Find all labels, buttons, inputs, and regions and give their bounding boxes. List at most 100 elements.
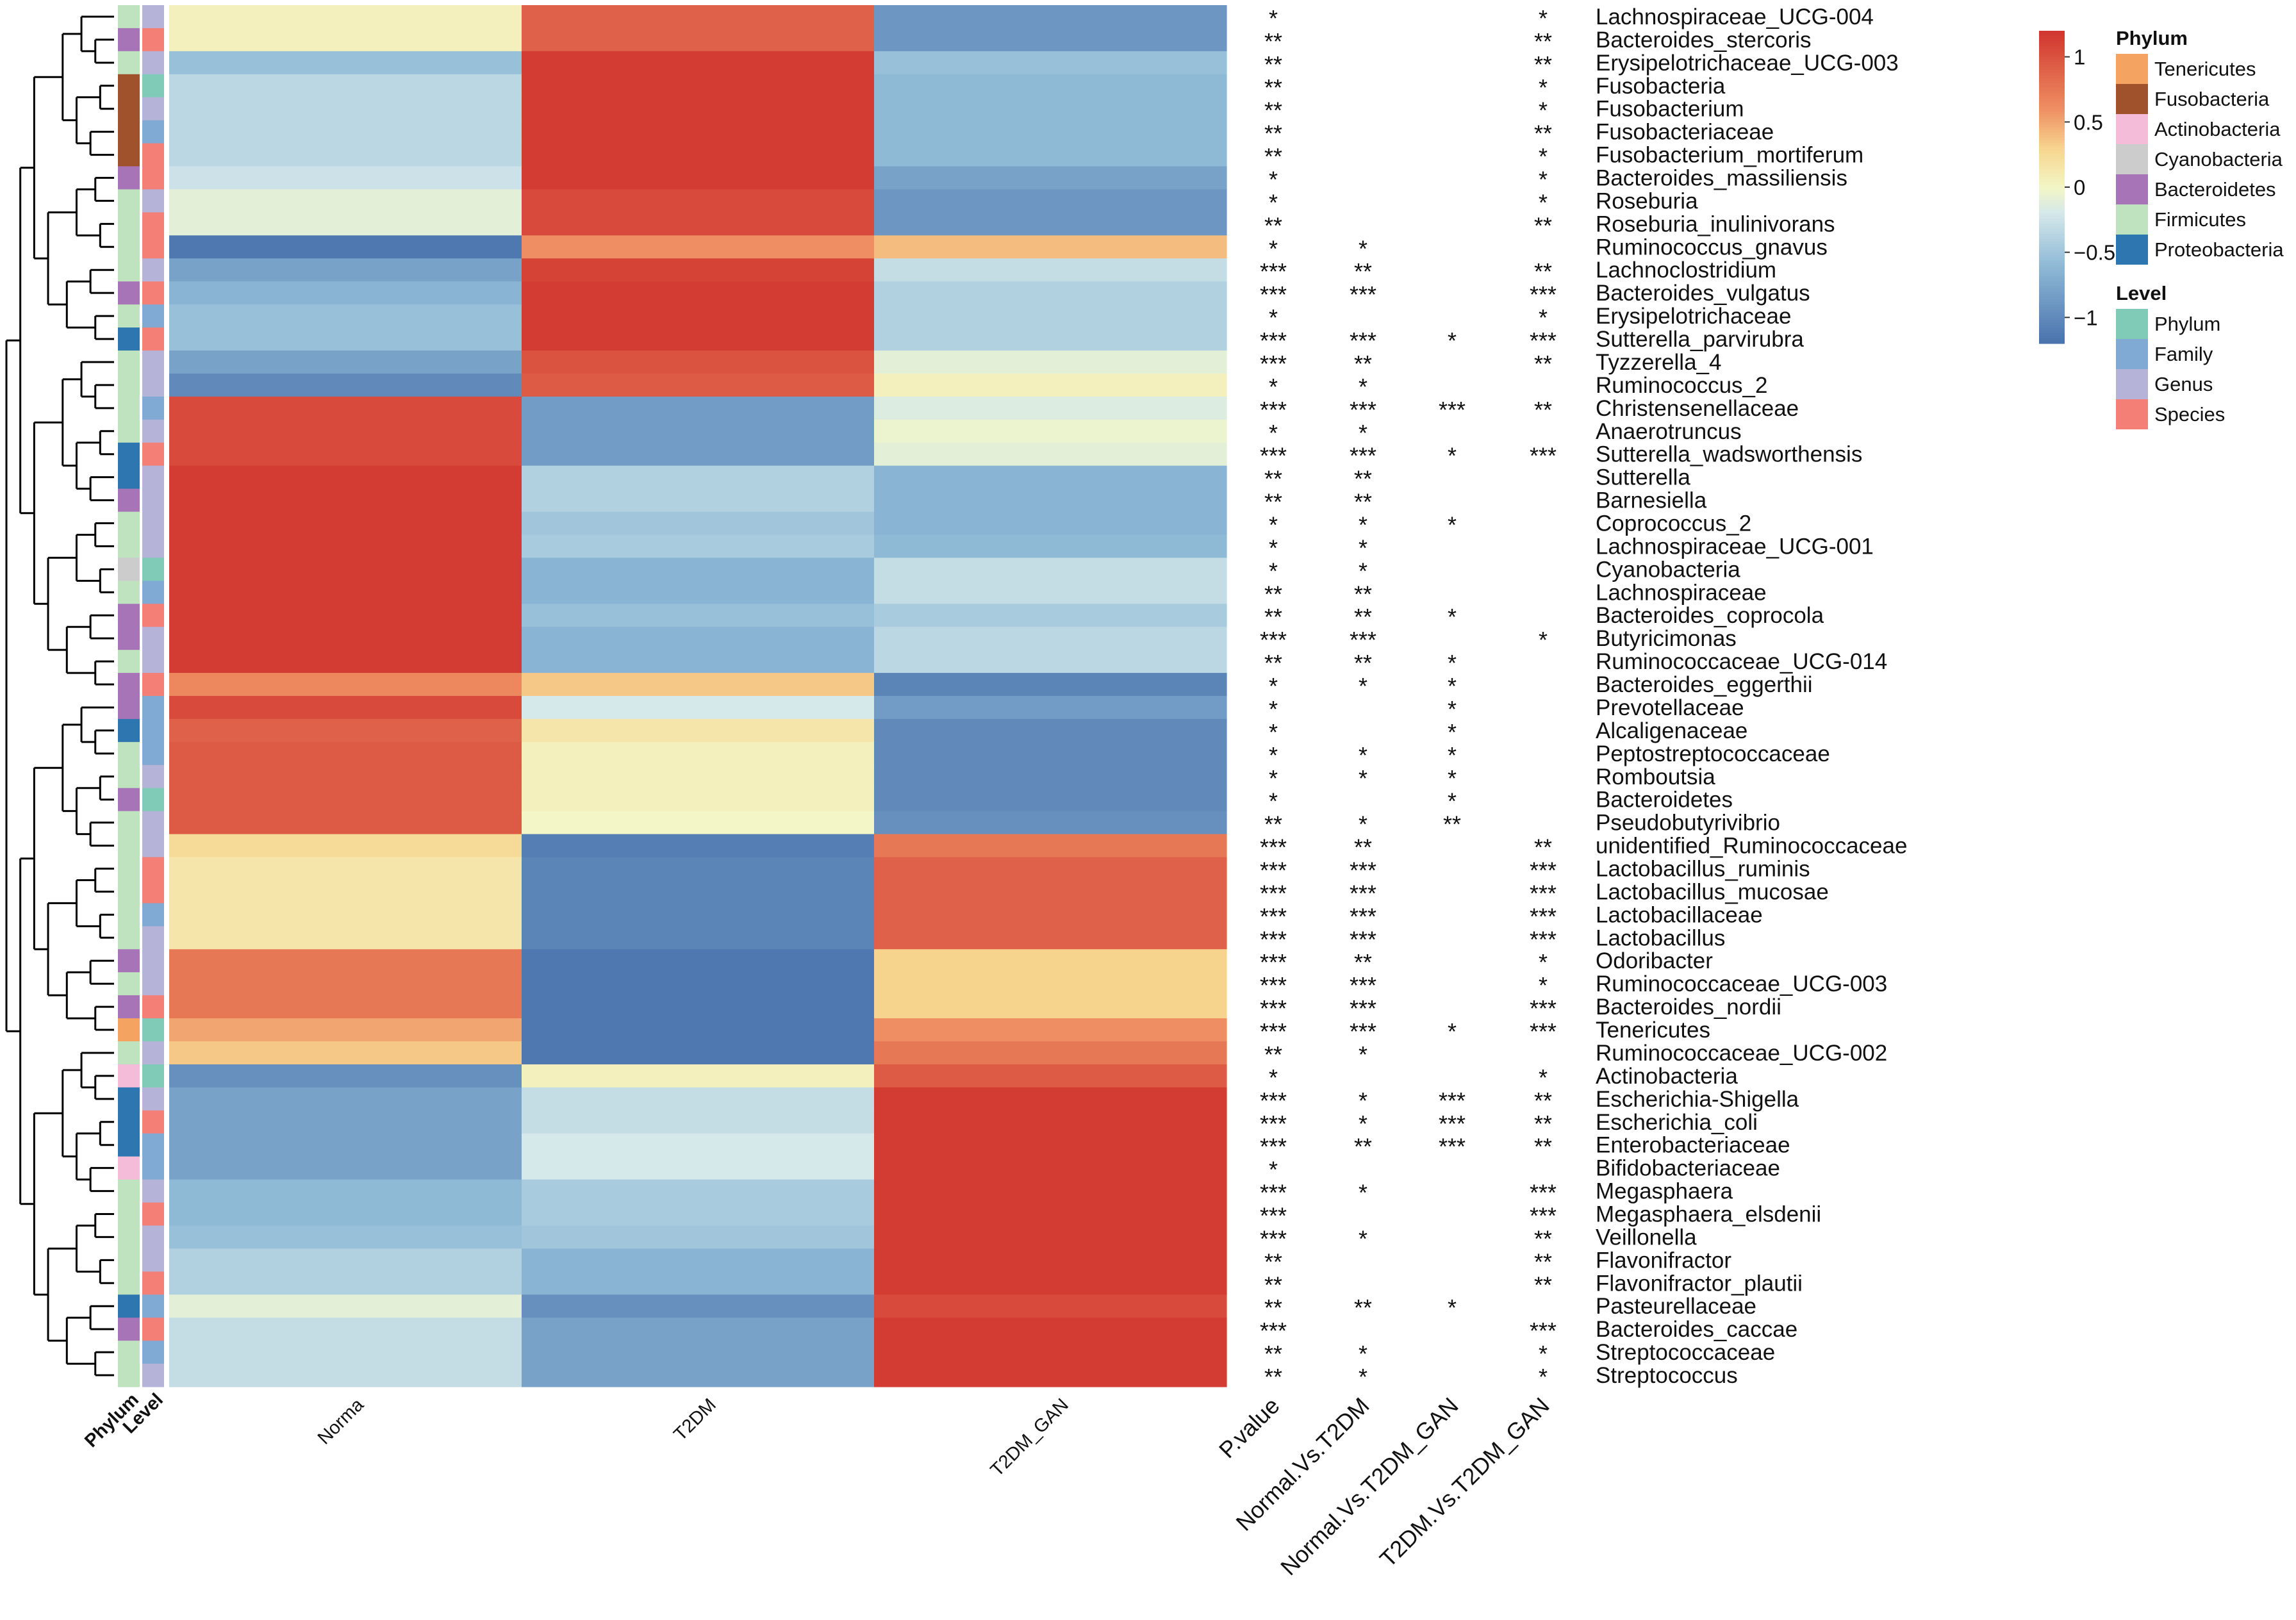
color-scale-tick-label: −1 [2074, 306, 2098, 329]
heatmap-cell [874, 765, 1227, 789]
significance-mark: ** [1534, 1087, 1552, 1114]
significance-mark: *** [1260, 880, 1287, 906]
heatmap-cell [169, 765, 522, 789]
level-annotation-cell [142, 880, 164, 904]
significance-mark: * [1448, 443, 1457, 469]
heatmap-cell [874, 488, 1227, 513]
color-scale-segment [2039, 93, 2065, 97]
significance-mark: * [1448, 719, 1457, 745]
heatmap-cell [169, 1087, 522, 1111]
row-label: Lactobacillus_mucosae [1596, 879, 1829, 904]
color-scale-segment [2039, 315, 2065, 318]
color-scale-segment [2039, 41, 2065, 44]
heatmap-cell [169, 396, 522, 420]
color-scale-segment [2039, 59, 2065, 63]
color-scale-segment [2039, 153, 2065, 156]
level-annotation-cell [142, 834, 164, 858]
level-annotation-cell [142, 304, 164, 328]
color-scale-segment [2039, 293, 2065, 297]
heatmap-cell [169, 351, 522, 374]
significance-mark: * [1269, 512, 1278, 538]
level-annotation-cell [142, 534, 164, 558]
color-scale-segment [2039, 234, 2065, 237]
color-scale-tick-label: 0.5 [2074, 110, 2103, 134]
significance-mark: ** [1354, 581, 1372, 607]
row-label: Fusobacterium [1596, 97, 1744, 122]
level-annotation-cell [142, 212, 164, 236]
significance-mark: *** [1530, 926, 1557, 952]
heatmap-cell [874, 1225, 1227, 1249]
heatmap-cell [522, 1271, 875, 1295]
heatmap-cells [169, 5, 1227, 1387]
level-annotation-cell [142, 1018, 164, 1042]
color-scale-segment [2039, 117, 2065, 120]
color-scale-segment [2039, 135, 2065, 138]
heatmap-cell [522, 718, 875, 743]
heatmap-cell [522, 995, 875, 1019]
heatmap-cell [522, 212, 875, 236]
row-label: Enterobacteriaceae [1596, 1133, 1790, 1158]
heatmap-cell [874, 28, 1227, 52]
significance-mark: *** [1439, 1111, 1466, 1137]
heatmap-cell [169, 442, 522, 467]
heatmap-cell [169, 1364, 522, 1387]
heatmap-cell [874, 1341, 1227, 1364]
heatmap-cell [874, 1110, 1227, 1134]
heatmap-cell [169, 281, 522, 305]
significance-mark: * [1269, 167, 1278, 193]
color-scale-segment [2039, 278, 2065, 281]
phylum-annotation-cell [118, 903, 140, 927]
heatmap-cell [874, 1064, 1227, 1088]
heatmap-cell [522, 281, 875, 305]
level-legend-item-label: Genus [2154, 373, 2213, 395]
heatmap-cell [522, 1248, 875, 1272]
phylum-annotation-cell [118, 1018, 140, 1042]
phylum-legend-swatch [2116, 144, 2148, 174]
color-scale-segment [2039, 322, 2065, 326]
phylum-annotation-cell [118, 1156, 140, 1180]
color-scale-segment [2039, 223, 2065, 227]
level-annotation-cell [142, 419, 164, 443]
significance-mark: *** [1350, 857, 1376, 884]
significance-mark: *** [1530, 1318, 1557, 1344]
significance-mark: * [1359, 420, 1367, 446]
row-label: Flavonifractor_plautii [1596, 1271, 1803, 1296]
significance-mark: ** [1354, 489, 1372, 515]
color-scale-segment [2039, 158, 2065, 161]
phylum-legend-item-label: Proteobacteria [2154, 238, 2284, 261]
color-scale-segment [2039, 231, 2065, 235]
significance-mark: ** [1354, 1294, 1372, 1321]
color-scale-segment [2039, 296, 2065, 300]
phylum-annotation-cell [118, 558, 140, 581]
significance-mark: * [1359, 1087, 1367, 1114]
heatmap-cell [522, 1156, 875, 1180]
level-annotation-cell [142, 788, 164, 812]
significance-mark: *** [1530, 443, 1557, 469]
heatmap-cell [522, 581, 875, 604]
heatmap-cell [874, 212, 1227, 236]
level-legend-title: Level [2116, 282, 2167, 304]
color-scale-segment [2039, 132, 2065, 136]
significance-mark: ** [1264, 466, 1282, 492]
heatmap-cell [522, 880, 875, 904]
heatmap-cell [522, 1202, 875, 1227]
heatmap-cell [522, 811, 875, 835]
color-scale-segment [2039, 239, 2065, 242]
row-dendrogram [5, 15, 114, 1376]
heatmap-cell [169, 120, 522, 144]
significance-mark: * [1269, 558, 1278, 584]
significance-mark: ** [1264, 51, 1282, 78]
phylum-annotation-cell [118, 235, 140, 259]
phylum-legend-item-label: Tenericutes [2154, 58, 2256, 80]
significance-mark: * [1359, 1364, 1367, 1390]
heatmap-cell [169, 604, 522, 627]
row-label: Roseburia_inulinivorans [1596, 211, 1835, 236]
color-scale-segment [2039, 299, 2065, 302]
phylum-annotation-cell [118, 419, 140, 443]
color-scale-segment [2039, 236, 2065, 240]
color-scale-segment [2039, 148, 2065, 151]
heatmap-cell [169, 741, 522, 766]
significance-mark: *** [1260, 351, 1287, 377]
significance-mark: ** [1534, 1271, 1552, 1298]
row-label: Roseburia [1596, 188, 1698, 213]
